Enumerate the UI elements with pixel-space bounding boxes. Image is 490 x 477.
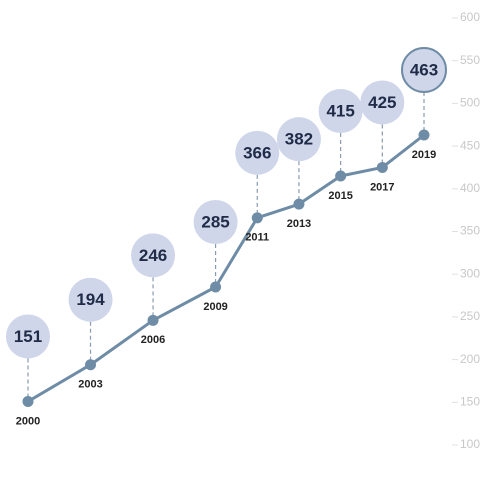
- x-tick-label: 2011: [245, 232, 269, 244]
- point: [210, 281, 222, 293]
- x-tick-label: 2009: [203, 301, 227, 313]
- point: [335, 170, 347, 182]
- x-tick-label: 2019: [412, 149, 436, 161]
- point: [376, 161, 388, 173]
- value-label: 463: [410, 60, 438, 79]
- bubble: [401, 46, 447, 93]
- bubble: [193, 200, 238, 245]
- y-tick-label: 350: [460, 224, 480, 238]
- point: [22, 395, 34, 407]
- x-tick-label: 2013: [287, 218, 311, 230]
- bubble: [318, 88, 363, 133]
- value-label: 151: [14, 327, 42, 346]
- y-tick-label: 550: [460, 53, 480, 67]
- value-label: 246: [139, 246, 167, 265]
- bubble: [235, 130, 280, 175]
- x-tick-label: 2015: [328, 190, 352, 202]
- bubble: [68, 277, 113, 322]
- x-tick-label: 2017: [370, 181, 394, 193]
- y-tick-label: 150: [460, 394, 480, 408]
- bubble: [276, 117, 321, 162]
- x-tick-label: 2006: [141, 334, 165, 346]
- value-label: 194: [76, 290, 105, 309]
- value-label: 382: [285, 130, 313, 149]
- point: [418, 129, 430, 141]
- value-label: 425: [368, 93, 396, 112]
- x-tick-label: 2003: [78, 379, 102, 391]
- bubble: [6, 314, 50, 359]
- y-tick-label: 300: [460, 266, 480, 280]
- bubble: [360, 80, 405, 125]
- y-tick-label: 200: [460, 352, 480, 366]
- point: [251, 212, 263, 224]
- bubble: [131, 233, 176, 278]
- point: [293, 198, 305, 210]
- y-tick-label: 250: [460, 309, 480, 323]
- point: [85, 359, 97, 371]
- y-tick-label: 100: [460, 437, 480, 451]
- y-tick-label: 600: [460, 10, 480, 24]
- value-label: 285: [201, 212, 229, 231]
- value-label: 415: [326, 101, 354, 120]
- x-tick-label: 2000: [16, 415, 40, 427]
- y-tick-label: 450: [460, 138, 480, 152]
- point: [147, 314, 159, 326]
- y-tick-label: 500: [460, 96, 480, 110]
- y-tick-label: 400: [460, 181, 480, 195]
- value-label: 366: [243, 143, 271, 162]
